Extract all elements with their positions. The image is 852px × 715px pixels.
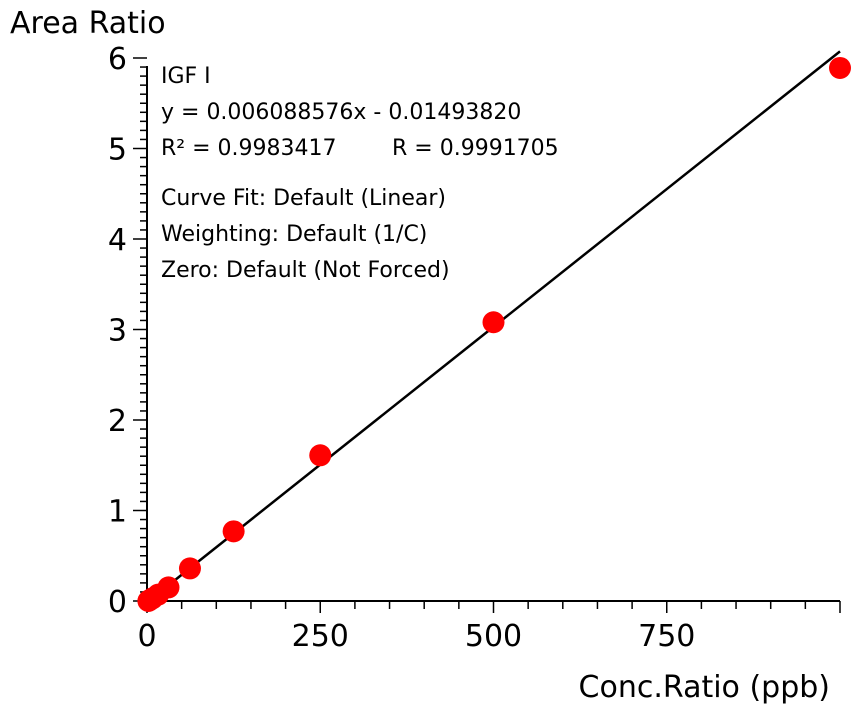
r-squared-value: R² = 0.9983417 xyxy=(161,136,337,161)
x-tick-label: 500 xyxy=(465,619,522,654)
x-axis: 0 250 500 750 xyxy=(137,600,841,654)
y-tick-label: 5 xyxy=(108,133,127,168)
data-points xyxy=(137,56,851,612)
y-axis-label: Area Ratio xyxy=(10,6,166,41)
regression-equation: y = 0.006088576x - 0.01493820 xyxy=(161,100,521,125)
y-tick-label: 6 xyxy=(108,42,127,77)
x-tick-label: 250 xyxy=(292,619,349,654)
y-axis: 0 1 2 3 4 5 6 xyxy=(108,42,148,620)
data-point xyxy=(309,444,332,467)
y-tick-label: 0 xyxy=(108,585,127,620)
curve-fit-setting: Curve Fit: Default (Linear) xyxy=(161,186,446,211)
y-tick-label: 3 xyxy=(108,314,127,349)
zero-setting: Zero: Default (Not Forced) xyxy=(161,258,450,283)
weighting-setting: Weighting: Default (1/C) xyxy=(161,222,427,247)
y-tick-label: 1 xyxy=(108,495,127,530)
r-value: R = 0.9991705 xyxy=(392,136,559,161)
x-axis-label: Conc.Ratio (ppb) xyxy=(579,670,830,705)
fit-annotation: IGF I y = 0.006088576x - 0.01493820 R² =… xyxy=(161,64,559,283)
x-tick-label: 750 xyxy=(638,619,695,654)
data-point xyxy=(829,56,851,79)
data-point xyxy=(222,520,245,543)
x-tick-label: 0 xyxy=(137,619,156,654)
data-point xyxy=(157,576,180,599)
y-tick-label: 4 xyxy=(108,223,127,258)
y-tick-label: 2 xyxy=(108,404,127,439)
compound-name: IGF I xyxy=(161,64,211,89)
data-point xyxy=(482,311,505,334)
data-point xyxy=(178,557,201,580)
